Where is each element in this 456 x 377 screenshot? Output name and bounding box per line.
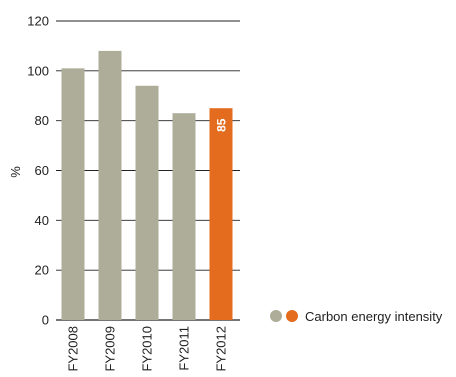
bar-FY2008: [61, 68, 85, 320]
bars: [61, 50, 233, 321]
y-axis-label: %: [8, 166, 23, 178]
y-tick-label-40: 40: [35, 213, 49, 228]
legend-label: Carbon energy intensity: [305, 309, 443, 324]
y-tick-label-20: 20: [35, 263, 49, 278]
bar-FY2012: [209, 108, 233, 320]
x-tick-label-FY2011: FY2011: [177, 326, 192, 371]
legend-swatch-gray: [270, 310, 282, 322]
bar-FY2011: [172, 113, 196, 320]
x-tick-label-FY2010: FY2010: [140, 326, 155, 372]
data-labels: 85: [215, 118, 229, 132]
y-axis-ticks: 0 20 40 60 80 100 120: [27, 14, 49, 328]
y-tick-label-0: 0: [42, 313, 49, 328]
legend-swatch-orange: [286, 310, 298, 322]
x-axis-ticks: FY2008 FY2009 FY2010 FY2011 FY2012: [66, 326, 229, 372]
y-tick-label-60: 60: [35, 163, 49, 178]
x-tick-label-FY2009: FY2009: [103, 326, 118, 372]
x-tick-label-FY2008: FY2008: [66, 326, 81, 372]
x-tick-label-FY2012: FY2012: [214, 326, 229, 372]
legend: Carbon energy intensity: [270, 309, 443, 324]
data-label-FY2012: 85: [215, 118, 229, 132]
y-tick-label-100: 100: [27, 63, 49, 78]
y-tick-label-120: 120: [27, 14, 49, 29]
bar-FY2009: [98, 50, 122, 321]
bar-FY2010: [135, 85, 159, 321]
y-tick-label-80: 80: [35, 113, 49, 128]
